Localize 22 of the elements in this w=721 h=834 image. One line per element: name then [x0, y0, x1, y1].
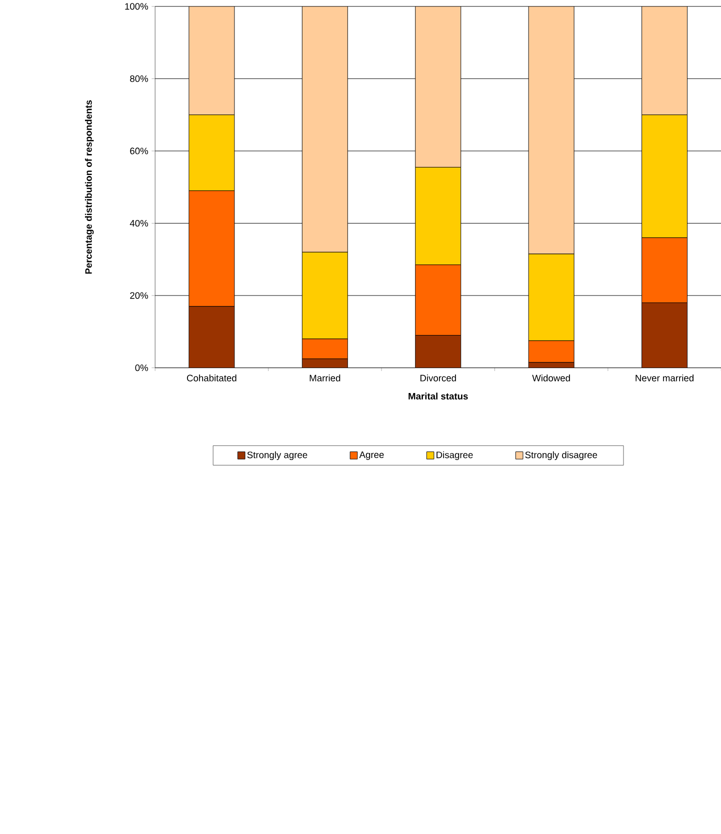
bar [528, 6, 574, 254]
y-tick-label: 60% [130, 148, 148, 154]
y-tick-label: 0% [135, 364, 148, 372]
bar [414, 6, 461, 168]
y-tick-label: 80% [130, 75, 148, 82]
x-axis-title: Marital status [408, 392, 468, 400]
bar [188, 6, 234, 116]
legend-label: Strongly agree [247, 451, 308, 460]
x-tick-label: Married [310, 374, 340, 382]
legend-label: Disagree [436, 451, 473, 460]
y-axis-title: Percentage distribution of respondents [84, 100, 94, 274]
y-tick-label: 100% [125, 3, 148, 10]
y-tick-label: 20% [130, 292, 148, 299]
y-tick-label: 40% [130, 220, 148, 227]
legend-label: Agree [359, 452, 384, 460]
x-tick-label: Never married [636, 374, 694, 382]
x-tick-label: Widowed [532, 374, 570, 382]
x-tick-label: Cohabitated [186, 374, 236, 382]
x-tick-label: Divorced [420, 374, 456, 382]
legend-label: Strongly disagree [525, 451, 597, 460]
bar [641, 6, 688, 116]
bar [302, 6, 348, 252]
